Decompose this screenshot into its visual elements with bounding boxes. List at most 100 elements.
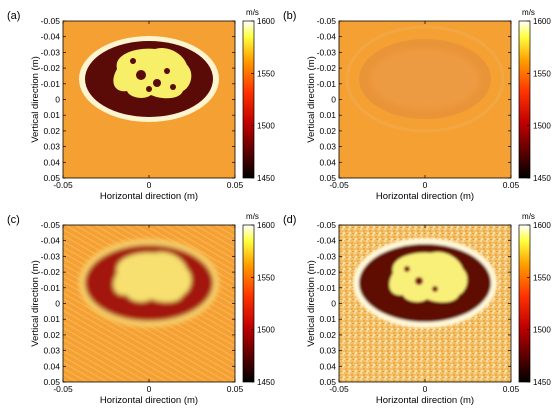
y-tick-label: 0.03 <box>43 142 60 152</box>
bright-blob <box>389 251 468 303</box>
x-tick-label: 0.05 <box>227 180 244 190</box>
y-tick-label: -0.05 <box>317 220 337 230</box>
x-axis-label: Horizontal direction (m) <box>376 395 474 406</box>
colorbar <box>242 20 255 179</box>
colorbar-tick-label: 1600 <box>257 17 275 26</box>
y-tick-label: -0.04 <box>317 32 337 42</box>
y-tick-label: -0.02 <box>317 267 337 277</box>
y-tick-label: 0.05 <box>43 377 60 387</box>
colorbar-tick-label: 1450 <box>257 378 275 387</box>
colorbar <box>242 224 255 383</box>
y-tick-label: -0.05 <box>41 16 61 26</box>
x-tick-label: 0.05 <box>503 180 520 190</box>
colorbar-unit: m/s <box>522 8 535 17</box>
y-axis-label: Vertical direction (m) <box>30 56 41 143</box>
x-tick-label: 0 <box>423 180 428 190</box>
colorbar-unit: m/s <box>246 212 259 221</box>
x-tick-label: 0 <box>423 384 428 394</box>
image-area <box>63 225 235 382</box>
y-tick-label: 0.01 <box>43 314 60 324</box>
panel-d: (d) -0.05 -0.04 -0.03 -0.02 -0.01 0 0.01 0.02 0.0… <box>283 212 551 406</box>
y-tick-label: -0.04 <box>41 236 61 246</box>
y-tick-label: 0 <box>331 299 336 309</box>
panel-label: (d) <box>283 214 296 226</box>
colorbar-tick-label: 1500 <box>257 122 275 131</box>
y-tick-label: -0.01 <box>41 79 61 89</box>
colorbar-tick-label: 1500 <box>533 122 551 131</box>
y-tick-label: -0.05 <box>317 16 337 26</box>
y-tick-label: -0.01 <box>41 283 61 293</box>
y-tick-label: 0.03 <box>43 346 60 356</box>
inner-region <box>113 251 192 303</box>
y-tick-label: -0.02 <box>317 63 337 73</box>
y-tick-label: -0.04 <box>317 236 337 246</box>
image-area <box>63 21 235 178</box>
y-tick-label: -0.03 <box>41 251 61 261</box>
panel-b: (b) -0.05 -0.04 -0.03 -0.02 -0.01 0 0.01 0.02 0.0… <box>283 8 551 202</box>
panel-label: (a) <box>7 10 20 22</box>
dark-spot <box>164 68 170 74</box>
bright-blob <box>113 47 192 99</box>
y-tick-label: 0.02 <box>319 330 336 340</box>
y-tick-label: 0.04 <box>43 157 60 167</box>
dark-spot <box>130 58 136 64</box>
y-tick-label: -0.01 <box>317 79 337 89</box>
y-tick-label: -0.03 <box>317 47 337 57</box>
y-tick-label: 0 <box>331 95 336 105</box>
image-area <box>339 225 511 382</box>
y-tick-label: 0.05 <box>319 377 336 387</box>
y-tick-label: 0.02 <box>43 126 60 136</box>
dark-spot <box>136 70 146 80</box>
x-tick-label: 0.05 <box>503 384 520 394</box>
dark-spot <box>404 266 410 272</box>
colorbar-unit: m/s <box>522 212 535 221</box>
bright-blob <box>113 251 192 303</box>
faint-interior <box>371 49 479 109</box>
x-tick-label: -0.05 <box>53 384 73 394</box>
y-tick-label: 0.02 <box>43 330 60 340</box>
y-tick-label: -0.03 <box>317 251 337 261</box>
y-axis-label: Vertical direction (m) <box>306 56 317 143</box>
inner-region <box>113 47 192 99</box>
panel-label: (b) <box>283 10 296 22</box>
y-tick-label: 0.04 <box>319 157 336 167</box>
y-tick-label: 0.05 <box>319 173 336 183</box>
faint-halo <box>345 25 505 133</box>
inner-region <box>389 251 468 303</box>
x-tick-label: -0.05 <box>53 180 73 190</box>
colorbar-tick-label: 1500 <box>533 326 551 335</box>
colorbar-tick-label: 1600 <box>257 221 275 230</box>
panel-c: (c) -0.05 -0.04 -0.03 -0.02 -0.01 0 0.01 0.02 0.0… <box>7 212 275 406</box>
colorbar-tick-label: 1550 <box>257 273 275 282</box>
y-axis-label: Vertical direction (m) <box>30 260 41 347</box>
blurred-object <box>79 239 219 327</box>
noisy-object <box>353 238 497 328</box>
bright-blob <box>115 283 133 295</box>
y-tick-label: -0.01 <box>317 283 337 293</box>
x-tick-label: -0.05 <box>329 384 349 394</box>
y-tick-label: 0 <box>55 95 60 105</box>
colorbar-tick-label: 1450 <box>257 174 275 183</box>
colorbar-tick-label: 1600 <box>533 221 551 230</box>
y-tick-label: 0.02 <box>319 126 336 136</box>
colorbar-tick-label: 1550 <box>533 273 551 282</box>
dark-spot <box>146 86 152 92</box>
y-tick-label: -0.03 <box>41 47 61 57</box>
dark-spot <box>170 84 176 90</box>
colorbar <box>518 224 531 383</box>
y-tick-label: 0.01 <box>319 110 336 120</box>
y-tick-label: -0.05 <box>41 220 61 230</box>
colorbar-tick-label: 1550 <box>257 69 275 78</box>
dark-spot <box>432 286 438 292</box>
panel-a: (a) -0.05 -0.04 -0.03 -0.02 -0.01 0 0.01 0.02 0.0… <box>7 8 275 202</box>
y-tick-label: 0.01 <box>319 314 336 324</box>
bright-blob <box>391 283 409 295</box>
y-tick-label: 0.03 <box>319 142 336 152</box>
y-tick-label: -0.04 <box>41 32 61 42</box>
colorbar-tick-label: 1600 <box>533 17 551 26</box>
colorbar <box>518 20 531 179</box>
y-tick-label: 0 <box>55 299 60 309</box>
bright-blob <box>115 79 133 91</box>
